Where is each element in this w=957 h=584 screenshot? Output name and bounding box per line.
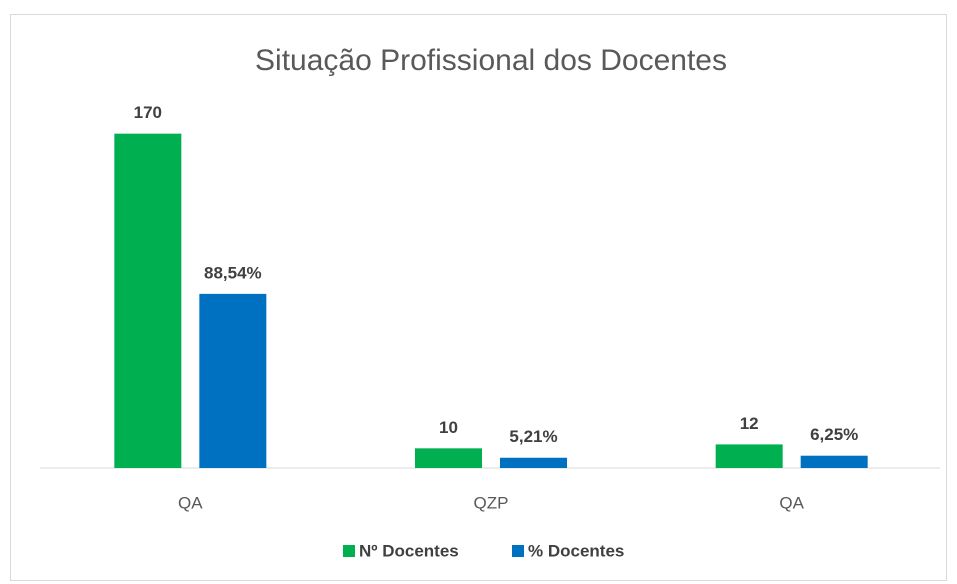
legend-label: Nº Docentes <box>359 541 459 560</box>
bar <box>199 293 267 468</box>
legend-swatch <box>512 545 524 557</box>
x-tick-label: QZP <box>474 493 509 512</box>
bar <box>415 448 482 468</box>
bar <box>500 457 567 468</box>
bar <box>800 455 868 468</box>
chart-title: Situação Profissional dos Docentes <box>255 44 727 77</box>
legend-swatch <box>343 545 355 557</box>
data-label: 6,25% <box>810 425 858 444</box>
data-label: 88,54% <box>204 263 262 282</box>
x-tick-label: QA <box>178 493 203 512</box>
bar <box>715 444 783 468</box>
data-label: 5,21% <box>509 427 557 446</box>
bar <box>114 133 182 468</box>
data-label: 12 <box>740 414 759 433</box>
data-label: 170 <box>134 103 162 122</box>
legend-label: % Docentes <box>528 541 624 560</box>
data-label: 10 <box>439 418 458 437</box>
x-tick-label: QA <box>779 493 804 512</box>
